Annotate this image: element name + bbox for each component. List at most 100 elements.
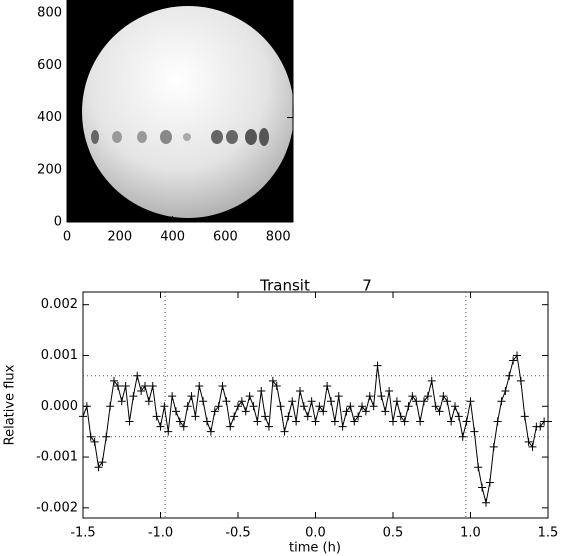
data-point (327, 397, 335, 406)
data-point (241, 407, 250, 416)
data-point (423, 392, 432, 401)
data-point (86, 432, 95, 441)
data-point (544, 417, 552, 426)
data-point (516, 376, 525, 385)
data-point (144, 397, 153, 406)
spot (259, 128, 269, 146)
data-point (125, 417, 134, 426)
x-tick-label: 800 (266, 230, 291, 245)
x-tick-label: 400 (160, 230, 185, 245)
data-point (230, 412, 239, 421)
y-tick-label: 0.002 (41, 297, 78, 312)
x-tick-label: 600 (213, 230, 238, 245)
spot (112, 131, 122, 143)
data-point (373, 361, 382, 370)
data-line (82, 354, 548, 503)
spot (160, 130, 172, 144)
data-point (237, 397, 246, 406)
data-point (117, 397, 126, 406)
data-point (141, 381, 149, 390)
x-tick-label: 0 (63, 230, 71, 245)
data-point (369, 402, 378, 411)
data-point (133, 371, 142, 380)
data-point (447, 417, 456, 426)
data-point (113, 381, 122, 390)
y-tick-label: 200 (37, 162, 62, 177)
data-point (315, 402, 324, 411)
data-point (454, 412, 463, 421)
data-point (102, 432, 111, 441)
data-point (280, 427, 289, 436)
data-point (148, 381, 157, 390)
x-tick-label: 1.5 (538, 526, 559, 541)
data-point (245, 392, 254, 401)
y-tick-label: -0.002 (36, 500, 78, 515)
data-point (172, 407, 180, 416)
data-point (226, 422, 235, 431)
x-tick-label: 0.5 (383, 526, 404, 541)
data-point (249, 402, 258, 411)
data-point (195, 381, 204, 390)
star-disc (82, 6, 294, 218)
y-tick-label: 800 (37, 6, 62, 21)
spot (226, 130, 238, 144)
data-point (338, 422, 347, 431)
spot (183, 133, 191, 141)
data-point (536, 422, 545, 431)
data-point (292, 417, 301, 426)
data-point (385, 387, 394, 396)
y-tick-label: 0.000 (41, 399, 78, 414)
data-point (420, 397, 428, 406)
data-point (470, 427, 479, 436)
data-point (218, 381, 227, 390)
data-point (489, 442, 498, 451)
data-point (451, 402, 459, 411)
data-point (265, 422, 273, 431)
y-axis-label: Relative flux (3, 364, 18, 445)
data-point (257, 387, 266, 396)
data-point (183, 402, 192, 411)
data-point (191, 412, 200, 421)
data-point (404, 402, 413, 411)
data-point (303, 412, 312, 421)
data-point (268, 376, 277, 385)
data-point (389, 417, 397, 426)
data-point (319, 407, 328, 416)
data-point (206, 427, 215, 436)
data-point (311, 417, 320, 426)
spot (211, 130, 223, 144)
data-point (478, 483, 487, 492)
data-point (323, 381, 332, 390)
data-point (474, 463, 483, 472)
data-point (342, 407, 351, 416)
x-tick-label: -1.5 (70, 526, 95, 541)
chart-title: Transit 7 (259, 277, 372, 295)
data-point (462, 417, 471, 426)
data-point (129, 392, 138, 401)
data-point (427, 376, 436, 385)
data-point (365, 392, 374, 401)
data-point (121, 381, 130, 390)
data-point (416, 417, 425, 426)
data-point (346, 402, 355, 411)
data-point (435, 407, 444, 416)
y-tick-label: 0 (54, 215, 62, 230)
data-point (392, 397, 401, 406)
y-tick-label: 600 (37, 58, 62, 73)
data-point (443, 397, 452, 406)
y-tick-label: 400 (37, 110, 62, 125)
data-point (493, 417, 502, 426)
data-point (361, 407, 370, 416)
data-point (299, 402, 308, 411)
data-point (509, 356, 518, 365)
data-point (381, 407, 390, 416)
data-point (156, 422, 165, 431)
data-point (137, 387, 146, 396)
data-point (505, 371, 514, 380)
data-point (528, 442, 537, 451)
data-point (431, 402, 440, 411)
data-point (524, 437, 533, 446)
data-point (168, 392, 177, 401)
x-tick-label: -1.0 (148, 526, 173, 541)
